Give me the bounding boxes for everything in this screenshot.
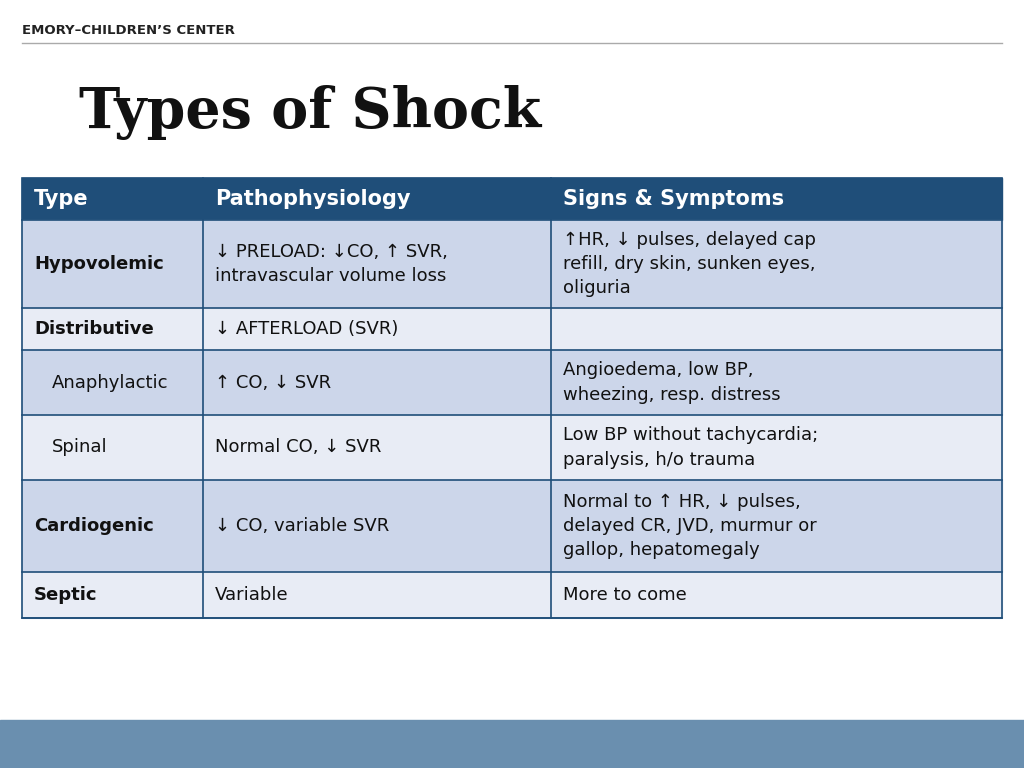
Text: Angioedema, low BP,
wheezing, resp. distress: Angioedema, low BP, wheezing, resp. dist… bbox=[563, 362, 781, 404]
Bar bbox=[22, 415, 1002, 480]
Bar bbox=[0, 720, 1024, 768]
Bar bbox=[22, 350, 1002, 415]
Text: Normal CO, ↓ SVR: Normal CO, ↓ SVR bbox=[215, 439, 382, 456]
Bar bbox=[22, 308, 1002, 350]
Text: Hypovolemic: Hypovolemic bbox=[34, 255, 164, 273]
Text: Anaphylactic: Anaphylactic bbox=[52, 373, 169, 392]
Text: EMORY–CHILDREN’S CENTER: EMORY–CHILDREN’S CENTER bbox=[22, 24, 234, 37]
Text: Spinal: Spinal bbox=[52, 439, 108, 456]
Text: Cardiogenic: Cardiogenic bbox=[34, 517, 154, 535]
Text: Type: Type bbox=[34, 189, 89, 209]
Text: Normal to ↑ HR, ↓ pulses,
delayed CR, JVD, murmur or
gallop, hepatomegaly: Normal to ↑ HR, ↓ pulses, delayed CR, JV… bbox=[563, 493, 817, 559]
Text: Distributive: Distributive bbox=[34, 320, 154, 338]
Text: ↑ CO, ↓ SVR: ↑ CO, ↓ SVR bbox=[215, 373, 332, 392]
Text: Low BP without tachycardia;
paralysis, h/o trauma: Low BP without tachycardia; paralysis, h… bbox=[563, 426, 818, 468]
Text: ↓ AFTERLOAD (SVR): ↓ AFTERLOAD (SVR) bbox=[215, 320, 398, 338]
Bar bbox=[22, 572, 1002, 618]
Text: Signs & Symptoms: Signs & Symptoms bbox=[563, 189, 784, 209]
Bar bbox=[22, 178, 1002, 220]
Text: Septic: Septic bbox=[34, 586, 97, 604]
Bar bbox=[22, 480, 1002, 572]
Text: Types of Shock: Types of Shock bbox=[79, 85, 541, 141]
Text: ↑HR, ↓ pulses, delayed cap
refill, dry skin, sunken eyes,
oliguria: ↑HR, ↓ pulses, delayed cap refill, dry s… bbox=[563, 230, 816, 297]
Text: Variable: Variable bbox=[215, 586, 289, 604]
Text: Pathophysiology: Pathophysiology bbox=[215, 189, 411, 209]
Bar bbox=[22, 220, 1002, 308]
Text: More to come: More to come bbox=[563, 586, 687, 604]
Text: ↓ CO, variable SVR: ↓ CO, variable SVR bbox=[215, 517, 389, 535]
Text: ↓ PRELOAD: ↓CO, ↑ SVR,
intravascular volume loss: ↓ PRELOAD: ↓CO, ↑ SVR, intravascular vol… bbox=[215, 243, 449, 285]
Bar bbox=[22, 178, 1002, 618]
